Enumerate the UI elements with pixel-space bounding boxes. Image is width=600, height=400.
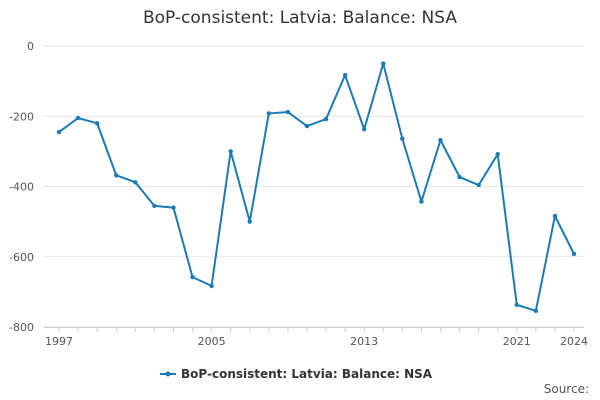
data-point [171,205,176,210]
data-point [94,121,100,126]
data-point [571,251,577,257]
x-tick-label: 2005 [198,335,226,348]
data-point [114,173,119,178]
data-point [400,136,405,141]
y-tick-label: -400 [9,181,34,194]
data-point [285,109,291,115]
data-point [190,274,195,280]
legend-label: BoP-consistent: Latvia: Balance: NSA [181,367,433,381]
x-tick-label: 2024 [560,335,588,348]
data-point [323,116,329,122]
legend-point-marker [165,371,171,377]
data-point [266,111,272,116]
series-layer [56,61,577,314]
data-point [304,123,310,129]
x-tick-label: 2013 [350,335,378,348]
data-point [533,308,539,314]
source-label: Source: [543,382,589,396]
data-point [476,182,481,188]
data-point [342,72,348,78]
data-point [75,115,81,121]
x-tick-label: 2021 [503,335,531,348]
data-point [56,129,62,135]
y-tick-label: -800 [9,321,34,334]
data-point [228,149,233,154]
chart-title: BoP-consistent: Latvia: Balance: NSA [142,8,457,28]
data-point [133,180,138,185]
data-point [152,203,157,209]
data-point [209,283,214,289]
y-tick-label: -200 [9,110,34,123]
y-tick-label: 0 [27,40,34,53]
data-point [381,61,386,66]
data-point [419,199,424,204]
data-point [247,219,252,224]
data-point [438,137,443,143]
grid-layer [44,45,584,328]
x-tick-label: 1997 [45,335,73,348]
series-line [58,62,575,312]
y-tick-label: -600 [9,251,34,264]
axis-layer: 0 -200 -400 -600 -800 1997 2005 2013 2021 2024 [9,40,588,348]
data-point [361,127,367,132]
legend: BoP-consistent: Latvia: Balance: NSA [160,367,433,381]
data-point [514,302,519,308]
data-point [552,213,558,219]
data-point [495,151,500,157]
data-point [457,174,462,180]
